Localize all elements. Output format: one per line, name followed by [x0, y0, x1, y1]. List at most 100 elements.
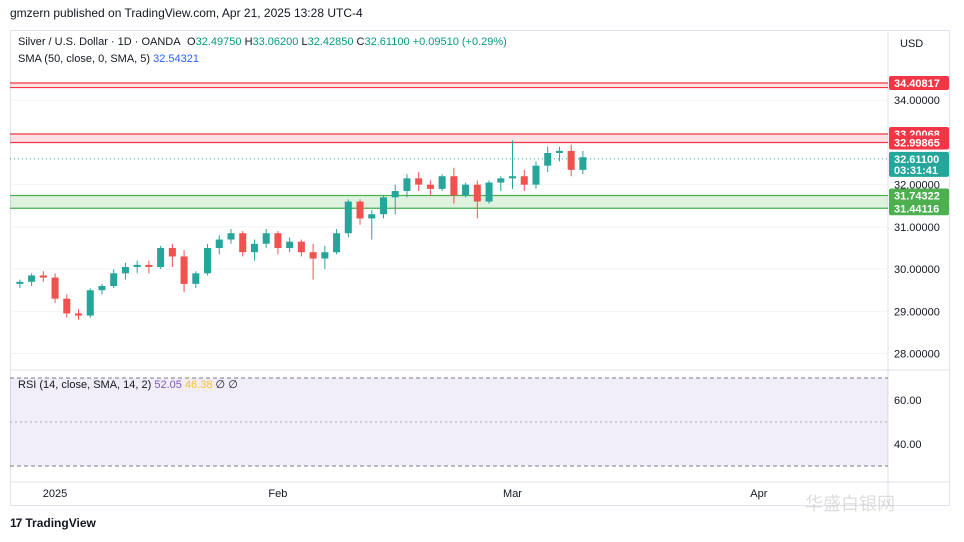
candle-body: [544, 153, 552, 166]
candle-body: [227, 233, 235, 240]
time-tick-label: Mar: [503, 488, 522, 500]
low-label: L: [301, 36, 308, 48]
sma-label: SMA (50, close, 0, SMA, 5): [18, 53, 151, 65]
candle-body: [508, 176, 517, 179]
symbol-label: Silver / U.S. Dollar · 1D · OANDA: [18, 36, 180, 48]
footer-brand: 17 TradingView: [10, 516, 96, 530]
candle-body: [16, 281, 24, 284]
candle-body: [51, 277, 59, 299]
candle-body: [473, 184, 481, 202]
price-tag-support: [889, 201, 949, 216]
price-tick-label: 31.00000: [894, 222, 940, 234]
candle-body: [145, 264, 153, 267]
chart-frame[interactable]: [10, 30, 950, 506]
candle-body: [450, 176, 458, 196]
rsi-tick-label: 60.00: [894, 395, 922, 407]
zone-resistance: [10, 133, 888, 143]
candle-body: [121, 267, 129, 274]
candle-body: [274, 233, 282, 248]
symbol-legend: Silver / U.S. Dollar · 1D · OANDA O32.49…: [18, 36, 507, 48]
candle-body: [309, 252, 317, 259]
rsi-tick-label: 40.00: [894, 439, 922, 451]
publisher-header: gmzern published on TradingView.com, Apr…: [10, 6, 363, 20]
sma-legend: SMA (50, close, 0, SMA, 5) 32.54321: [18, 53, 199, 65]
candle-body: [168, 248, 176, 257]
rsi-value: 52.05: [154, 379, 182, 391]
price-tag-label: 32.61100: [894, 154, 939, 166]
candle-body: [555, 150, 563, 153]
price-tick-label: 34.00000: [894, 95, 940, 107]
candle-body: [98, 286, 106, 291]
price-tick-label: 29.00000: [894, 306, 940, 318]
watermark-logo: 华盛白银网: [805, 494, 895, 515]
low-value: 32.42850: [307, 36, 354, 48]
price-tag-label: 34.40817: [894, 78, 940, 90]
candle-body: [344, 201, 352, 234]
time-tick-label: Feb: [268, 488, 287, 500]
candle-body: [157, 248, 165, 267]
rsi-label: RSI (14, close, SMA, 14, 2): [18, 379, 152, 391]
candle-body: [297, 241, 305, 253]
high-label: H: [244, 36, 253, 48]
time-tick-label: 2025: [43, 488, 67, 500]
candle-body: [462, 184, 470, 196]
candle-body: [192, 273, 200, 284]
candle-body: [204, 248, 212, 274]
candle-body: [74, 313, 83, 316]
candle-body: [333, 233, 341, 253]
candle-body: [485, 182, 493, 202]
candle-body: [28, 275, 36, 282]
footer-brand-text: TradingView: [25, 516, 96, 530]
candle-body: [133, 264, 141, 267]
zone-support: [10, 195, 888, 209]
open-label: O: [187, 36, 196, 48]
candle-body: [567, 150, 575, 170]
candle-body: [391, 191, 399, 198]
candle-body: [180, 256, 188, 284]
sma-value: 32.54321: [153, 53, 200, 65]
close-value: 32.61100: [364, 36, 410, 48]
price-tick-label: 28.00000: [894, 349, 940, 361]
candle-body: [250, 243, 258, 253]
candle-body: [403, 178, 411, 191]
candle-body: [497, 178, 505, 183]
price-tag-label: 03:31:41: [894, 165, 938, 177]
rsi-legend: RSI (14, close, SMA, 14, 2) 52.05 46.38 …: [18, 378, 238, 391]
price-tick-label: 30.00000: [894, 264, 940, 276]
rsi-sma-value: 46.38: [184, 379, 213, 391]
price-tag-label: 31.74322: [894, 191, 940, 203]
price-tag-support: [889, 188, 949, 203]
candle-body: [379, 197, 388, 215]
candle-body: [426, 184, 434, 189]
candle-body: [532, 165, 540, 185]
price-tag-label: 31.44116: [894, 203, 939, 215]
candle-body: [520, 176, 528, 185]
time-tick-label: Apr: [750, 488, 767, 500]
candle-body: [86, 290, 94, 316]
zone-resistance: [10, 82, 888, 88]
candle-body: [39, 275, 47, 278]
candle-body: [63, 298, 71, 314]
price-tag-resistance: [889, 75, 949, 90]
high-value: 33.06200: [252, 36, 299, 48]
change-value: +0.09510 (+0.29%): [412, 36, 507, 48]
candle-body: [321, 252, 329, 259]
candle-body: [368, 214, 376, 219]
candle-body: [438, 176, 446, 189]
currency-label[interactable]: USD: [900, 38, 924, 50]
candle-body: [262, 233, 270, 244]
close-label: C: [356, 36, 365, 48]
candle-body: [239, 233, 247, 253]
price-tag-label: 32.99865: [894, 138, 940, 150]
rsi-extra-2: ∅: [228, 379, 238, 391]
price-tag-resistance: [889, 135, 949, 150]
candle-body: [356, 201, 364, 219]
price-tag-last: [889, 151, 949, 166]
open-value: 32.49750: [195, 36, 242, 48]
candle-body: [110, 273, 118, 286]
price-tag-countdown: [889, 162, 949, 177]
candle-body: [415, 178, 423, 185]
candle-body: [215, 239, 223, 248]
candle-body: [579, 157, 587, 170]
